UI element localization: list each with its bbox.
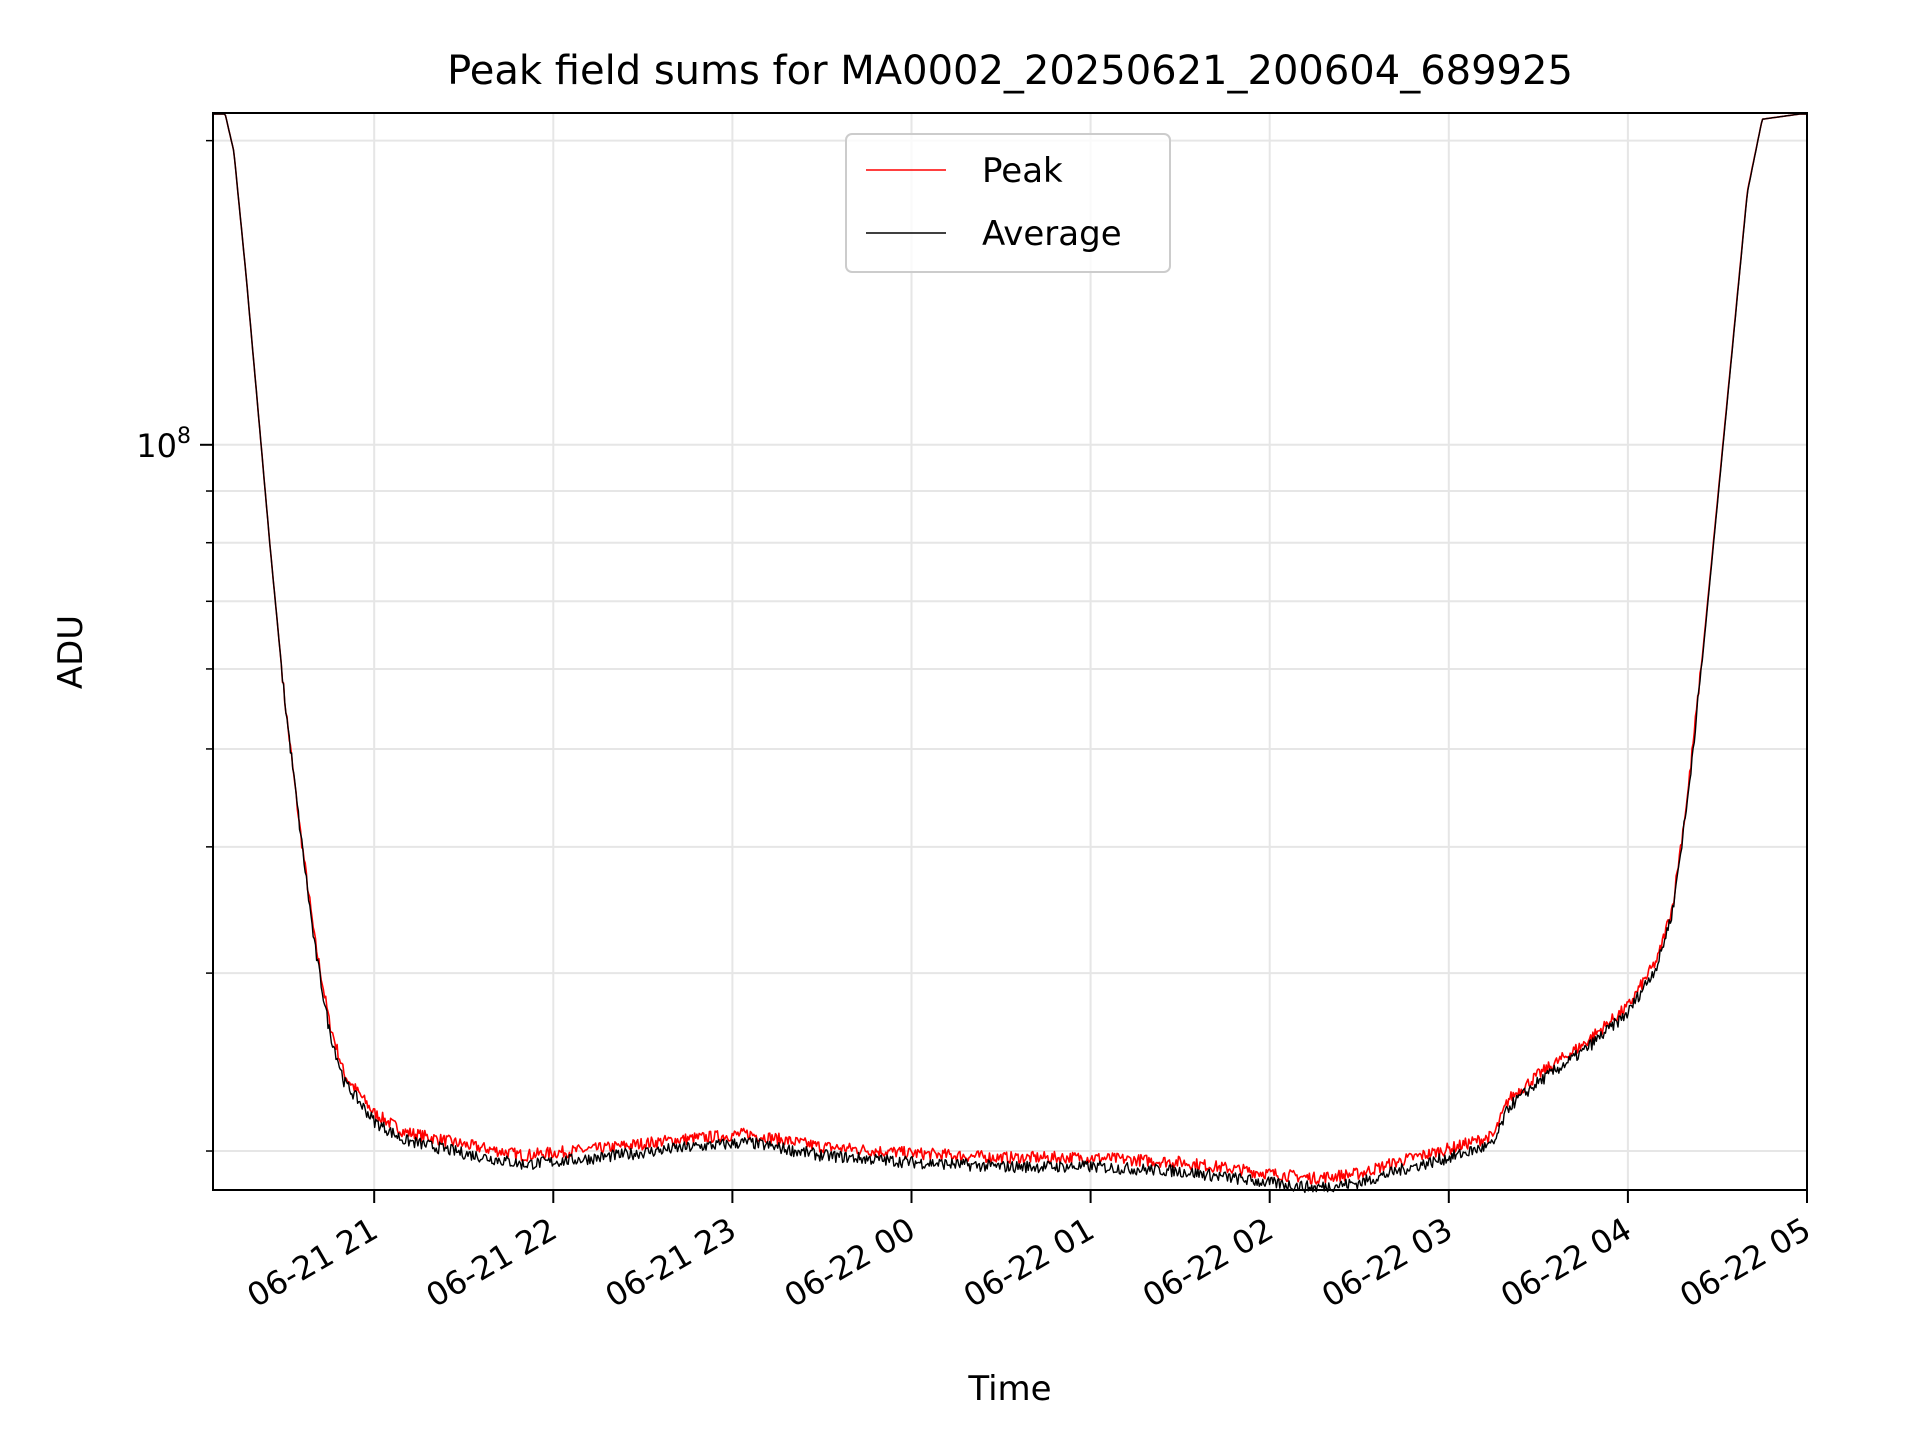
y-axis: 108 — [136, 139, 213, 1152]
legend: Peak Average — [845, 133, 1171, 273]
average-series-line — [213, 113, 1807, 1194]
series-layer — [213, 113, 1807, 1194]
legend-average-label: Average — [982, 214, 1122, 254]
x-axis-label: Time — [967, 1369, 1051, 1409]
peak-series-line — [213, 113, 1807, 1185]
y-tick-label: 108 — [136, 424, 191, 465]
y-axis-label: ADU — [51, 615, 91, 689]
legend-box — [845, 133, 1171, 273]
chart-title: Peak field sums for MA0002_20250621_2006… — [447, 48, 1573, 94]
plot-frame — [212, 112, 1808, 1191]
legend-peak-label: Peak — [982, 151, 1063, 191]
